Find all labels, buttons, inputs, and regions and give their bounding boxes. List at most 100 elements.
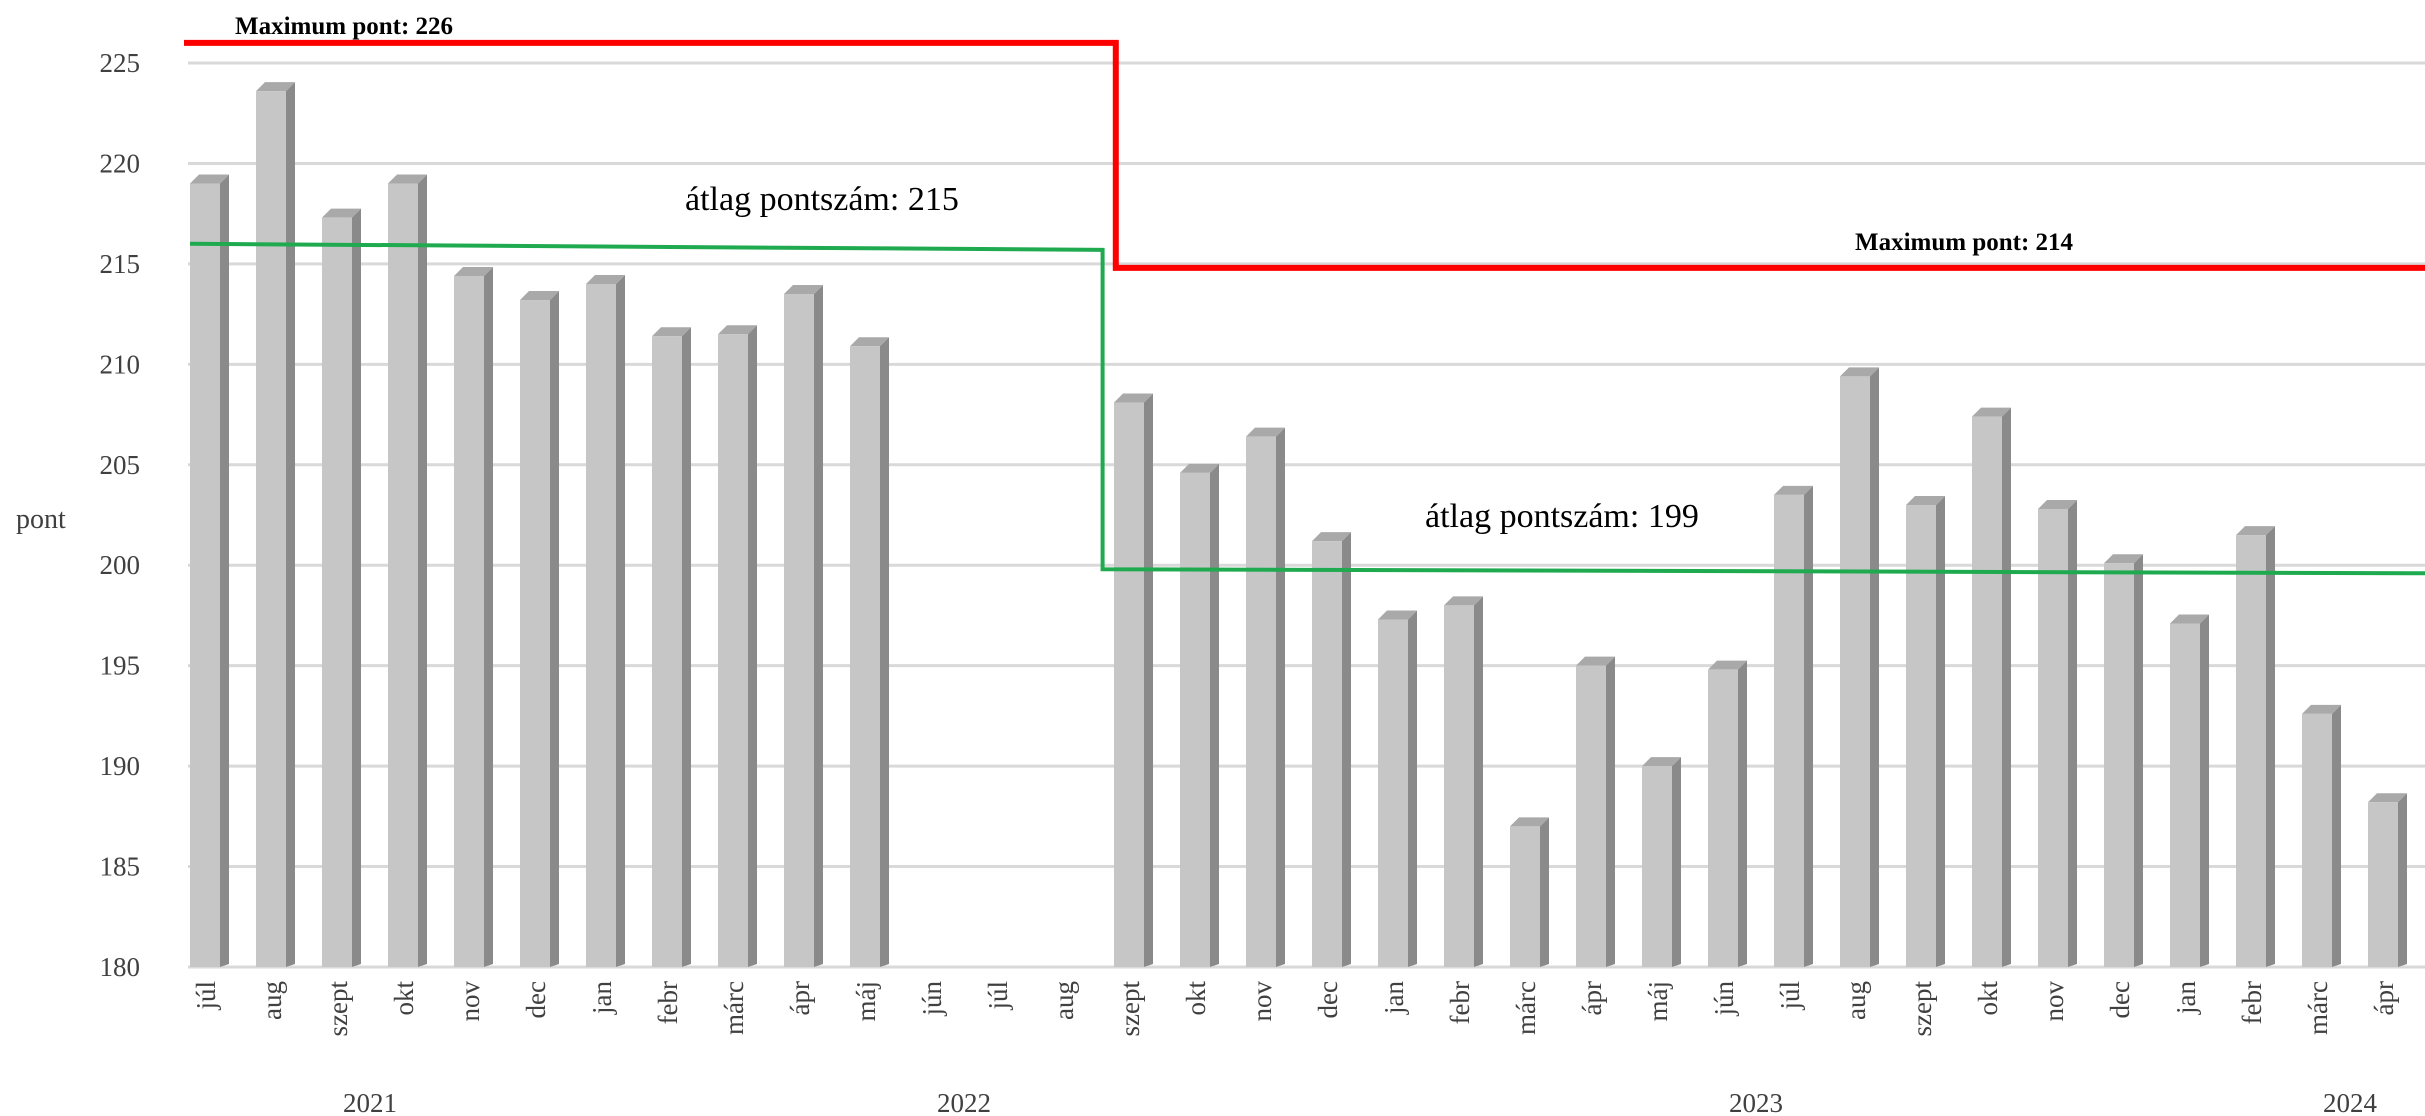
x-tick-label: jún [917, 981, 947, 1017]
y-tick-label: 200 [100, 550, 141, 580]
bar-top [586, 274, 625, 284]
bar-top [1180, 463, 1219, 473]
reference-lines [184, 39, 2425, 576]
bar-side [418, 174, 427, 968]
x-tick-label: jan [1379, 981, 1409, 1015]
bars [190, 82, 2407, 968]
bar [2104, 554, 2143, 967]
bar-side [1276, 427, 1285, 967]
bar-side [550, 291, 559, 967]
bar-side [1210, 463, 1219, 967]
bar-top [388, 174, 427, 184]
bar-top [850, 337, 889, 347]
bar [322, 208, 361, 967]
bar-side [2266, 526, 2275, 967]
x-tick-label: máj [851, 981, 881, 1022]
bar-top [2038, 499, 2077, 509]
bar-side [814, 285, 823, 967]
bar [2302, 704, 2341, 967]
x-tick-label: okt [1973, 981, 2003, 1016]
y-tick-label: 215 [100, 249, 141, 279]
bar-front [2236, 535, 2266, 967]
bar-side [616, 274, 625, 967]
bar-front [1576, 665, 1606, 967]
bar [1906, 495, 1945, 967]
bar-top [1312, 532, 1351, 542]
x-tick-label: szept [323, 981, 353, 1037]
x-tick-label: aug [1049, 981, 1079, 1020]
bar [1576, 656, 1615, 967]
year-label: 2021 [343, 1088, 397, 1116]
bar [784, 285, 823, 967]
y-tick-label: 225 [100, 48, 141, 78]
bar-top [718, 325, 757, 335]
average-line [189, 241, 2425, 576]
year-label: 2024 [2323, 1088, 2378, 1116]
bar [586, 274, 625, 967]
x-tick-label: jún [1709, 981, 1739, 1017]
bar-front [2170, 623, 2200, 967]
bar-top [1114, 393, 1153, 403]
bar-front [256, 91, 286, 967]
bar-top [1906, 495, 1945, 505]
year-labels: 2021 2022 2023 2024 [343, 1088, 2378, 1116]
bar [1774, 485, 1813, 967]
bar [1378, 610, 1417, 967]
x-tick-label: dec [521, 981, 551, 1018]
maximum-label-2021: Maximum pont: 226 [235, 13, 453, 40]
bar-top [1510, 817, 1549, 827]
x-tick-label: szept [1907, 981, 1937, 1037]
bar [388, 174, 427, 968]
bar-top [784, 285, 823, 295]
bar-top [1378, 610, 1417, 620]
line-labels: Maximum pont: 226 Maximum pont: 214 átlag … [235, 13, 2074, 535]
bar-front [520, 300, 550, 967]
bar-side [880, 337, 889, 968]
y-axis-ticks: 180 185 190 195 200 205 210 215 220 225 [100, 48, 141, 982]
bar-side [1408, 610, 1417, 967]
bar [256, 82, 295, 967]
x-tick-label: nov [455, 981, 485, 1022]
x-tick-label: febr [2237, 981, 2267, 1024]
y-tick-label: 180 [100, 952, 141, 982]
bar-front [2104, 563, 2134, 967]
bar-top [2104, 554, 2143, 564]
bar-top [2302, 704, 2341, 714]
bar-side [484, 266, 493, 967]
bar-top [1840, 367, 1879, 377]
bar [2368, 793, 2407, 967]
bar-top [1246, 427, 1285, 437]
y-tick-label: 220 [100, 148, 141, 178]
bar [1642, 757, 1681, 967]
bar-side [1144, 393, 1153, 968]
x-tick-label: ápr [785, 981, 815, 1015]
bar-front [1972, 416, 2002, 967]
average-label-2021: átlag pontszám: 215 [685, 181, 959, 218]
bar-front [454, 275, 484, 967]
bar-top [322, 208, 361, 218]
x-tick-label: dec [2105, 981, 2135, 1018]
bar [1180, 463, 1219, 967]
bar [718, 325, 757, 967]
x-tick-label: márc [719, 981, 749, 1035]
x-tick-label: ápr [2369, 981, 2399, 1015]
bar-front [1642, 766, 1672, 967]
y-tick-label: 190 [100, 751, 141, 781]
bar-front [1180, 472, 1210, 967]
bar [1972, 407, 2011, 967]
bar-side [352, 208, 361, 967]
bar-side [748, 325, 757, 967]
bar [1114, 393, 1153, 968]
bar-side [1672, 757, 1681, 967]
bar-front [388, 183, 418, 968]
bar-front [2302, 713, 2332, 967]
bar-top [2170, 614, 2209, 624]
bar-front [1510, 826, 1540, 967]
bar-side [220, 174, 229, 968]
bar-side [2200, 614, 2209, 967]
bar [2236, 526, 2275, 967]
y-tick-label: 205 [100, 450, 141, 480]
x-tick-label: ápr [1577, 981, 1607, 1015]
y-tick-label: 195 [100, 651, 141, 681]
bar-side [2332, 704, 2341, 967]
